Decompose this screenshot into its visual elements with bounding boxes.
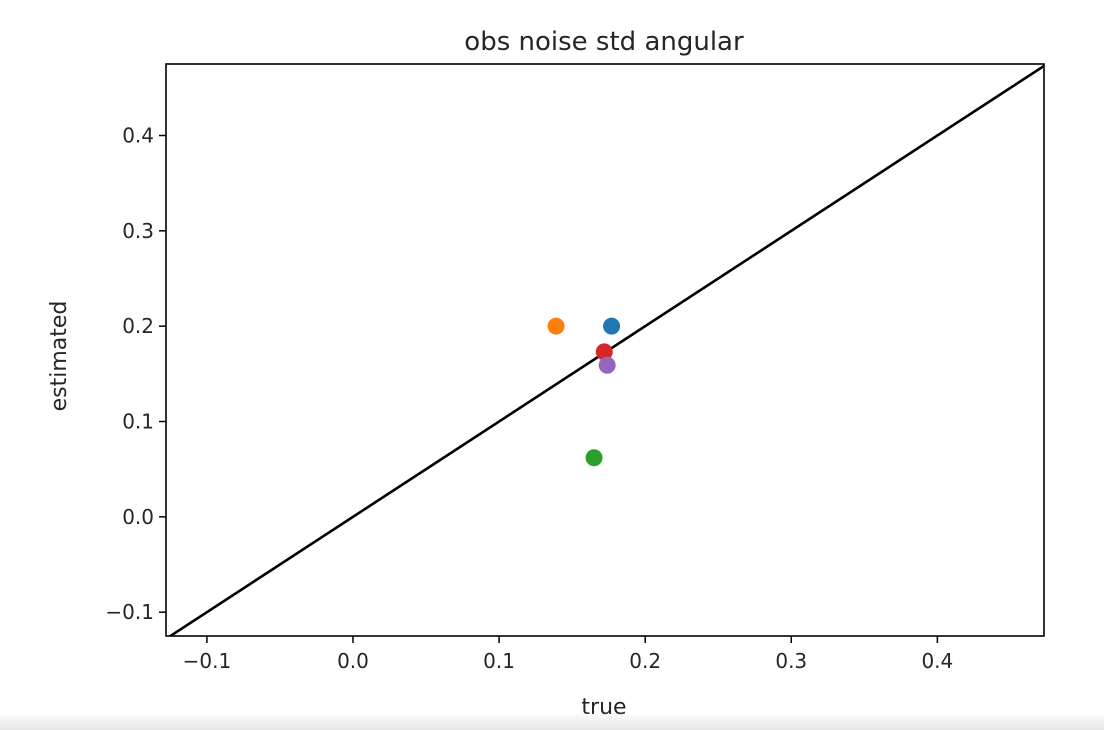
bottom-shadow [0,712,1104,730]
x-tick-label: 0.3 [775,649,807,673]
y-tick-label: 0.1 [122,410,154,434]
data-point-4 [595,343,613,361]
y-tick-label: 0.4 [122,124,154,148]
data-point-3 [585,449,603,467]
y-tick-label: 0.3 [122,219,154,243]
x-tick-label: −0.1 [183,649,232,673]
axes-frame [165,63,1045,637]
y-tick-label: 0.2 [122,314,154,338]
chart-title: obs noise std angular [464,27,744,57]
x-tick-label: 0.2 [629,649,661,673]
x-tick-label: 0.4 [921,649,953,673]
data-point-1 [603,317,621,335]
x-tick-label: 0.0 [337,649,369,673]
x-tick-label: 0.1 [483,649,515,673]
plot-area: −0.1 0.0 0.1 0.2 0.3 0.4 −0.1 0.0 0.1 0.2 0.3 0.4 [105,63,1045,673]
y-tick-label: 0.0 [122,505,154,529]
data-point-2 [547,317,565,335]
y-tick-label: −0.1 [105,600,154,624]
y-axis-label: estimated [47,301,72,412]
data-point-5 [598,356,616,374]
